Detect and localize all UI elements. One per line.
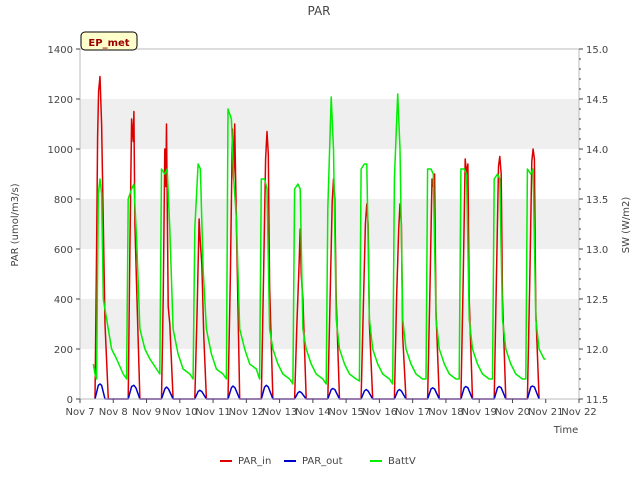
y-tick-label: 0 xyxy=(67,395,73,406)
y2-axis-label: SW (W/m2) xyxy=(621,197,632,254)
y-tick-label: 600 xyxy=(54,245,73,256)
x-tick-label: Nov 19 xyxy=(461,407,496,418)
site-badge-box xyxy=(80,31,138,51)
x-tick-label: Nov 8 xyxy=(99,407,128,418)
y-tick-label: 200 xyxy=(54,345,73,356)
y2-tick-label: 14.0 xyxy=(586,145,608,156)
y2-tick-label: 14.5 xyxy=(586,95,608,106)
y2-tick-label: 12.5 xyxy=(586,295,608,306)
x-tick-label: Nov 16 xyxy=(362,407,397,418)
legend: PAR_in PAR_out BattV xyxy=(220,456,416,467)
x-axis-label: Time xyxy=(553,425,578,436)
x-tick-label: Nov 15 xyxy=(328,407,363,418)
y2-tick-label: 13.0 xyxy=(586,245,608,256)
x-tick-label: Nov 21 xyxy=(528,407,563,418)
legend-label-par-in: PAR_in xyxy=(238,456,271,467)
y-tick-label: 1400 xyxy=(48,45,73,56)
x-tick-label: Nov 9 xyxy=(132,407,161,418)
y-tick-label: 1000 xyxy=(48,145,73,156)
x-tick-label: Nov 10 xyxy=(162,407,197,418)
x-tick-label: Nov 7 xyxy=(65,407,94,418)
site-badge: EP_met xyxy=(80,31,138,51)
series-line-battv xyxy=(92,93,546,385)
x-tick-label: Nov 14 xyxy=(295,407,330,418)
x-tick-label: Nov 13 xyxy=(262,407,297,418)
y-tick-label: 800 xyxy=(54,195,73,206)
x-tick-label: Nov 17 xyxy=(395,407,430,418)
x-tick-label: Nov 22 xyxy=(561,407,596,418)
chart-title: PAR xyxy=(307,4,330,18)
y-tick-label: 400 xyxy=(54,295,73,306)
x-tick-label: Nov 12 xyxy=(229,407,264,418)
plot-frame xyxy=(79,48,580,400)
y2-tick-label: 15.0 xyxy=(586,45,608,56)
legend-label-battv: BattV xyxy=(388,456,416,467)
y-tick-label: 1200 xyxy=(48,95,73,106)
y2-tick-label: 12.0 xyxy=(586,345,608,356)
legend-label-par-out: PAR_out xyxy=(302,456,343,467)
site-badge-label: EP_met xyxy=(88,38,129,49)
x-tick-label: Nov 11 xyxy=(195,407,230,418)
grid-band xyxy=(80,199,579,249)
y2-tick-label: 11.5 xyxy=(586,395,608,406)
y-axis-label: PAR (umol/m3/s) xyxy=(10,183,21,266)
y2-tick-label: 13.5 xyxy=(586,195,608,206)
x-tick-label: Nov 18 xyxy=(428,407,463,418)
x-tick-label: Nov 20 xyxy=(495,407,530,418)
